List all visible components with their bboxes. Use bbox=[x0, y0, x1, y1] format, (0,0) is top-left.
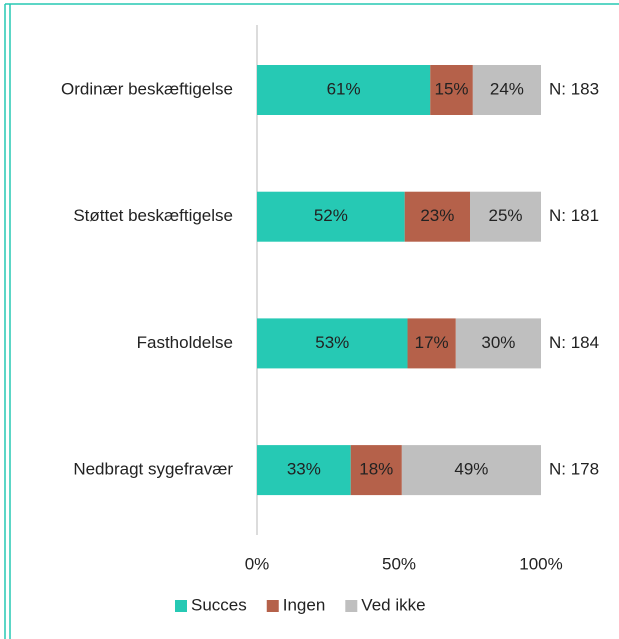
bar-segment bbox=[472, 65, 541, 115]
bar-segment bbox=[470, 191, 541, 242]
data-label: 33% bbox=[287, 460, 321, 479]
legend-label: Ingen bbox=[283, 595, 326, 614]
bar-segment bbox=[404, 191, 470, 242]
legend-swatch bbox=[345, 600, 358, 612]
x-tick-label: 100% bbox=[519, 554, 562, 573]
data-label: 15% bbox=[435, 79, 469, 98]
data-label: 17% bbox=[415, 333, 449, 352]
category-label: Nedbragt sygefravær bbox=[73, 460, 233, 479]
data-label: 24% bbox=[490, 79, 524, 98]
bar-segment bbox=[407, 318, 456, 369]
category-label: Ordinær beskæftigelse bbox=[61, 79, 233, 98]
bar-segment bbox=[257, 191, 405, 242]
data-label: 30% bbox=[481, 333, 515, 352]
data-label: 49% bbox=[454, 460, 488, 479]
bar-segment bbox=[401, 445, 541, 496]
annotation: N: 181 bbox=[549, 206, 599, 225]
annotation: N: 183 bbox=[549, 79, 599, 98]
x-tick-label: 50% bbox=[382, 554, 416, 573]
annotation: N: 178 bbox=[549, 460, 599, 479]
bar-segment bbox=[257, 318, 408, 369]
bar-segment bbox=[257, 65, 431, 115]
data-label: 53% bbox=[315, 333, 349, 352]
data-label: 52% bbox=[314, 206, 348, 225]
data-label: 18% bbox=[359, 460, 393, 479]
data-label: 23% bbox=[420, 206, 454, 225]
legend-swatch bbox=[175, 600, 187, 612]
category-label: Støttet beskæftigelse bbox=[73, 206, 233, 225]
category-label: Fastholdelse bbox=[137, 333, 233, 352]
bar-segment bbox=[257, 445, 351, 496]
legend-label: Succes bbox=[191, 595, 247, 614]
legend-swatch bbox=[266, 600, 279, 612]
annotation: N: 184 bbox=[549, 333, 599, 352]
legend-label: Ved ikke bbox=[361, 595, 425, 614]
bar-segment bbox=[430, 65, 473, 115]
bar-segment bbox=[350, 445, 402, 496]
data-label: 25% bbox=[488, 206, 522, 225]
x-tick-label: 0% bbox=[245, 554, 270, 573]
data-label: 61% bbox=[327, 79, 361, 98]
bar-segment bbox=[455, 318, 541, 369]
